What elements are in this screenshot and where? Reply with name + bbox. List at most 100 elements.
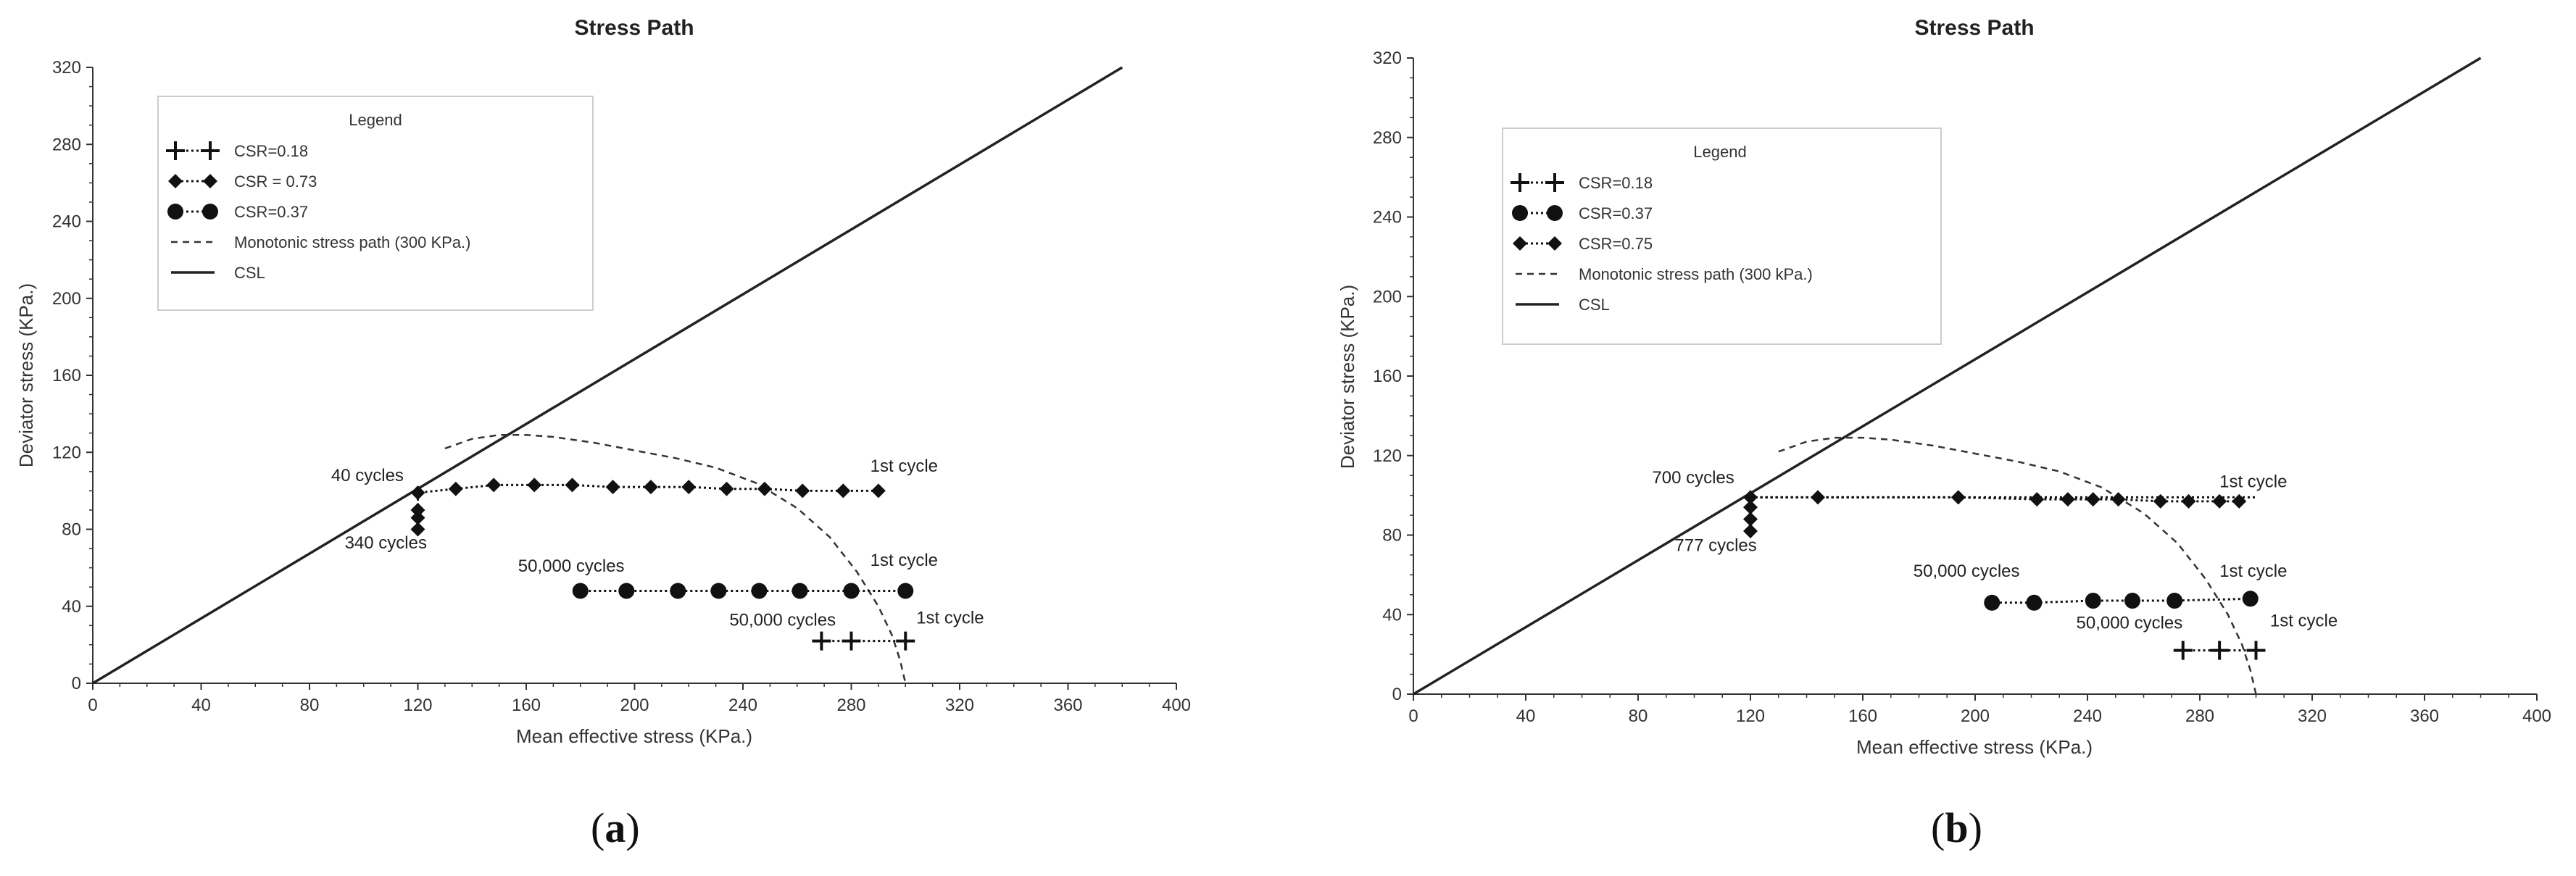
data-point — [757, 481, 772, 496]
annotation: 1st cycle — [871, 456, 938, 476]
legend-box — [1502, 128, 1942, 345]
data-point — [410, 522, 425, 537]
x-tick-label: 320 — [2298, 706, 2327, 726]
chart-title: Stress Path — [574, 16, 694, 40]
data-point — [836, 483, 851, 499]
data-point — [486, 477, 502, 493]
data-point — [448, 481, 463, 496]
monotonic-stress-path — [444, 434, 907, 684]
y-tick-label: 80 — [1382, 526, 1402, 546]
annotation: 40 cycles — [331, 466, 404, 485]
legend-label: CSL — [1579, 296, 1610, 314]
legend-marker — [1545, 173, 1564, 192]
annotation: 1st cycle — [2219, 562, 2287, 581]
x-tick-label: 0 — [1408, 706, 1418, 726]
y-tick-label: 120 — [1373, 446, 1402, 466]
x-tick-label: 360 — [2410, 706, 2439, 726]
y-tick-label: 80 — [62, 520, 81, 540]
y-tick-label: 200 — [52, 289, 81, 309]
panel-letter: a — [604, 804, 626, 851]
data-point — [792, 583, 808, 599]
data-point — [1984, 594, 2000, 611]
legend-label: CSR=0.18 — [1579, 174, 1653, 192]
data-point — [2212, 493, 2227, 509]
data-point — [1743, 512, 1758, 527]
legend-marker — [166, 141, 185, 160]
x-tick-label: 40 — [1516, 706, 1536, 726]
x-tick-label: 120 — [1736, 706, 1765, 726]
x-tick-label: 280 — [2185, 706, 2214, 726]
y-tick-label: 240 — [1373, 208, 1402, 228]
legend-marker — [1512, 205, 1528, 221]
annotation: 1st cycle — [916, 609, 984, 628]
data-point — [670, 583, 686, 599]
y-tick-label: 240 — [52, 212, 81, 232]
legend-title: Legend — [1693, 143, 1746, 161]
y-tick-label: 40 — [62, 597, 81, 617]
x-tick-label: 80 — [300, 696, 320, 715]
annotation: 1st cycle — [2219, 472, 2287, 492]
data-point — [843, 583, 860, 599]
data-point — [2085, 492, 2101, 507]
data-point — [710, 583, 727, 599]
data-point — [842, 631, 861, 651]
legend-label: CSR=0.75 — [1579, 235, 1653, 253]
annotation: 340 cycles — [345, 533, 427, 553]
x-axis-label: Mean effective stress (KPa.) — [516, 725, 752, 747]
series-csr-0-18 — [812, 631, 915, 651]
data-point — [643, 480, 658, 495]
data-point — [2173, 641, 2193, 660]
data-point — [2246, 641, 2266, 660]
x-tick-label: 240 — [2073, 706, 2102, 726]
annotation: 50,000 cycles — [518, 556, 625, 576]
x-tick-label: 360 — [1053, 696, 1082, 715]
data-point — [410, 485, 425, 501]
legend-label: CSR=0.37 — [1579, 204, 1653, 222]
legend-label: Monotonic stress path (300 KPa.) — [234, 233, 471, 251]
data-point — [618, 583, 635, 599]
legend: Legend CSR=0.18 CSR=0.37 CSR=0.75 Monotonic … — [1502, 128, 1942, 345]
y-tick-label: 0 — [1392, 685, 1402, 704]
x-tick-label: 160 — [1848, 706, 1877, 726]
y-tick-label: 320 — [1373, 49, 1402, 68]
data-point — [1950, 490, 1966, 505]
legend-title: Legend — [349, 111, 402, 129]
y-tick-label: 0 — [72, 674, 81, 693]
legend-label: CSR = 0.73 — [234, 172, 317, 191]
x-tick-label: 240 — [728, 696, 757, 715]
annotation: 50,000 cycles — [1914, 562, 2020, 581]
legend-label: Monotonic stress path (300 kPa.) — [1579, 265, 1813, 283]
legend-marker — [168, 174, 183, 188]
legend-marker — [1513, 236, 1527, 251]
annotation: 1st cycle — [2270, 612, 2338, 631]
x-tick-label: 200 — [620, 696, 649, 715]
y-tick-label: 40 — [1382, 605, 1402, 625]
y-tick-label: 160 — [52, 366, 81, 385]
legend-box — [157, 96, 594, 311]
x-tick-label: 80 — [1629, 706, 1648, 726]
data-point — [2166, 593, 2183, 609]
data-point — [795, 483, 810, 499]
data-point — [2029, 492, 2045, 507]
series-csr-0-18 — [2173, 641, 2266, 660]
legend: Legend CSR=0.18 CSR = 0.73 CSR=0.37 Monotoni… — [157, 96, 594, 311]
data-point — [410, 502, 425, 517]
data-point — [812, 631, 831, 651]
csl-line — [1413, 57, 2482, 696]
chart-title: Stress Path — [1914, 16, 2034, 40]
legend-label: CSL — [234, 264, 265, 282]
x-tick-label: 0 — [88, 696, 97, 715]
data-point — [2111, 492, 2126, 507]
data-point — [527, 477, 542, 493]
y-tick-label: 160 — [1373, 367, 1402, 386]
x-tick-label: 200 — [1961, 706, 1990, 726]
y-tick-label: 200 — [1373, 287, 1402, 306]
data-point — [871, 483, 886, 499]
data-point — [896, 631, 915, 651]
series-csr-0-73 — [410, 477, 886, 537]
data-point — [2085, 593, 2101, 609]
annotation: 50,000 cycles — [729, 610, 836, 630]
series-csr-0-37 — [1984, 591, 2259, 611]
x-tick-label: 320 — [945, 696, 974, 715]
